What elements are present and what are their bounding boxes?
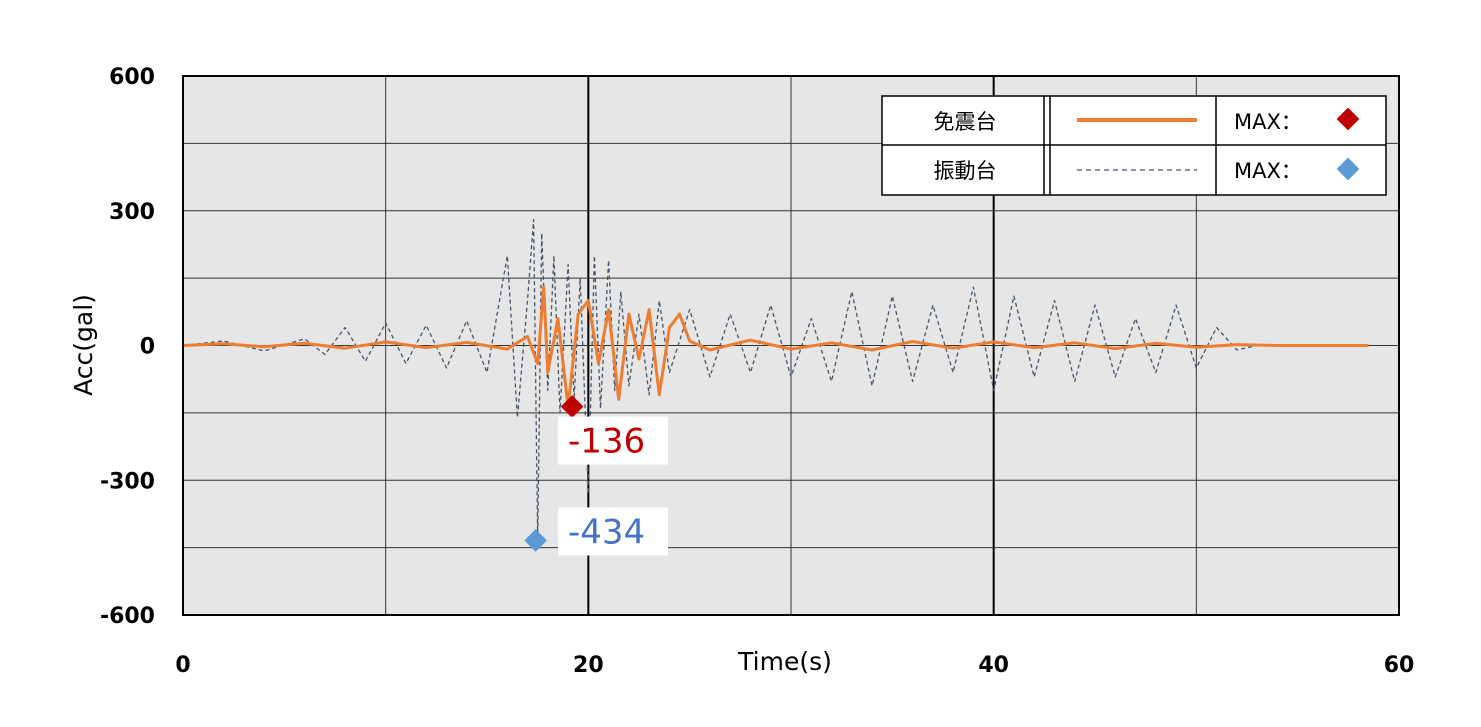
y-tick-label: -300	[100, 469, 155, 494]
y-tick-label: 600	[109, 65, 155, 90]
legend-max-marker-isolation	[1336, 107, 1360, 131]
max-label: -136	[568, 422, 645, 462]
legend: 免震台 振動台 MAX： MAX：	[881, 95, 1387, 196]
y-tick-label: 300	[109, 200, 155, 225]
max-label-box	[558, 507, 668, 556]
max-label-box	[558, 416, 668, 465]
series-line	[182, 285, 1369, 409]
x-tick-label: 40	[978, 653, 1009, 678]
y-axis-title: Acc(gal)	[69, 294, 98, 396]
y-tick-label: 0	[140, 335, 155, 360]
plot-border	[182, 75, 1400, 616]
ticks: 0 20 40 60 600 300 0 -300 -600	[100, 65, 1414, 678]
series-layer	[182, 219, 1369, 542]
max-marker	[524, 529, 547, 552]
y-tick-label: -600	[100, 604, 155, 629]
max-marker	[560, 395, 584, 418]
x-axis-title: Time(s)	[737, 647, 832, 676]
legend-max-isolation: MAX：	[1234, 110, 1302, 134]
x-tick-label: 20	[573, 653, 604, 678]
grid	[183, 76, 1399, 615]
legend-max-shaking: MAX：	[1234, 159, 1302, 183]
x-tick-label: 0	[175, 653, 190, 678]
legend-label-shaking: 振動台	[934, 159, 997, 183]
max-label: -434	[568, 512, 645, 552]
legend-label-isolation: 免震台	[934, 110, 997, 134]
x-tick-label: 60	[1384, 653, 1415, 678]
markers: -136 -434	[524, 395, 668, 556]
series-line	[182, 219, 1258, 542]
